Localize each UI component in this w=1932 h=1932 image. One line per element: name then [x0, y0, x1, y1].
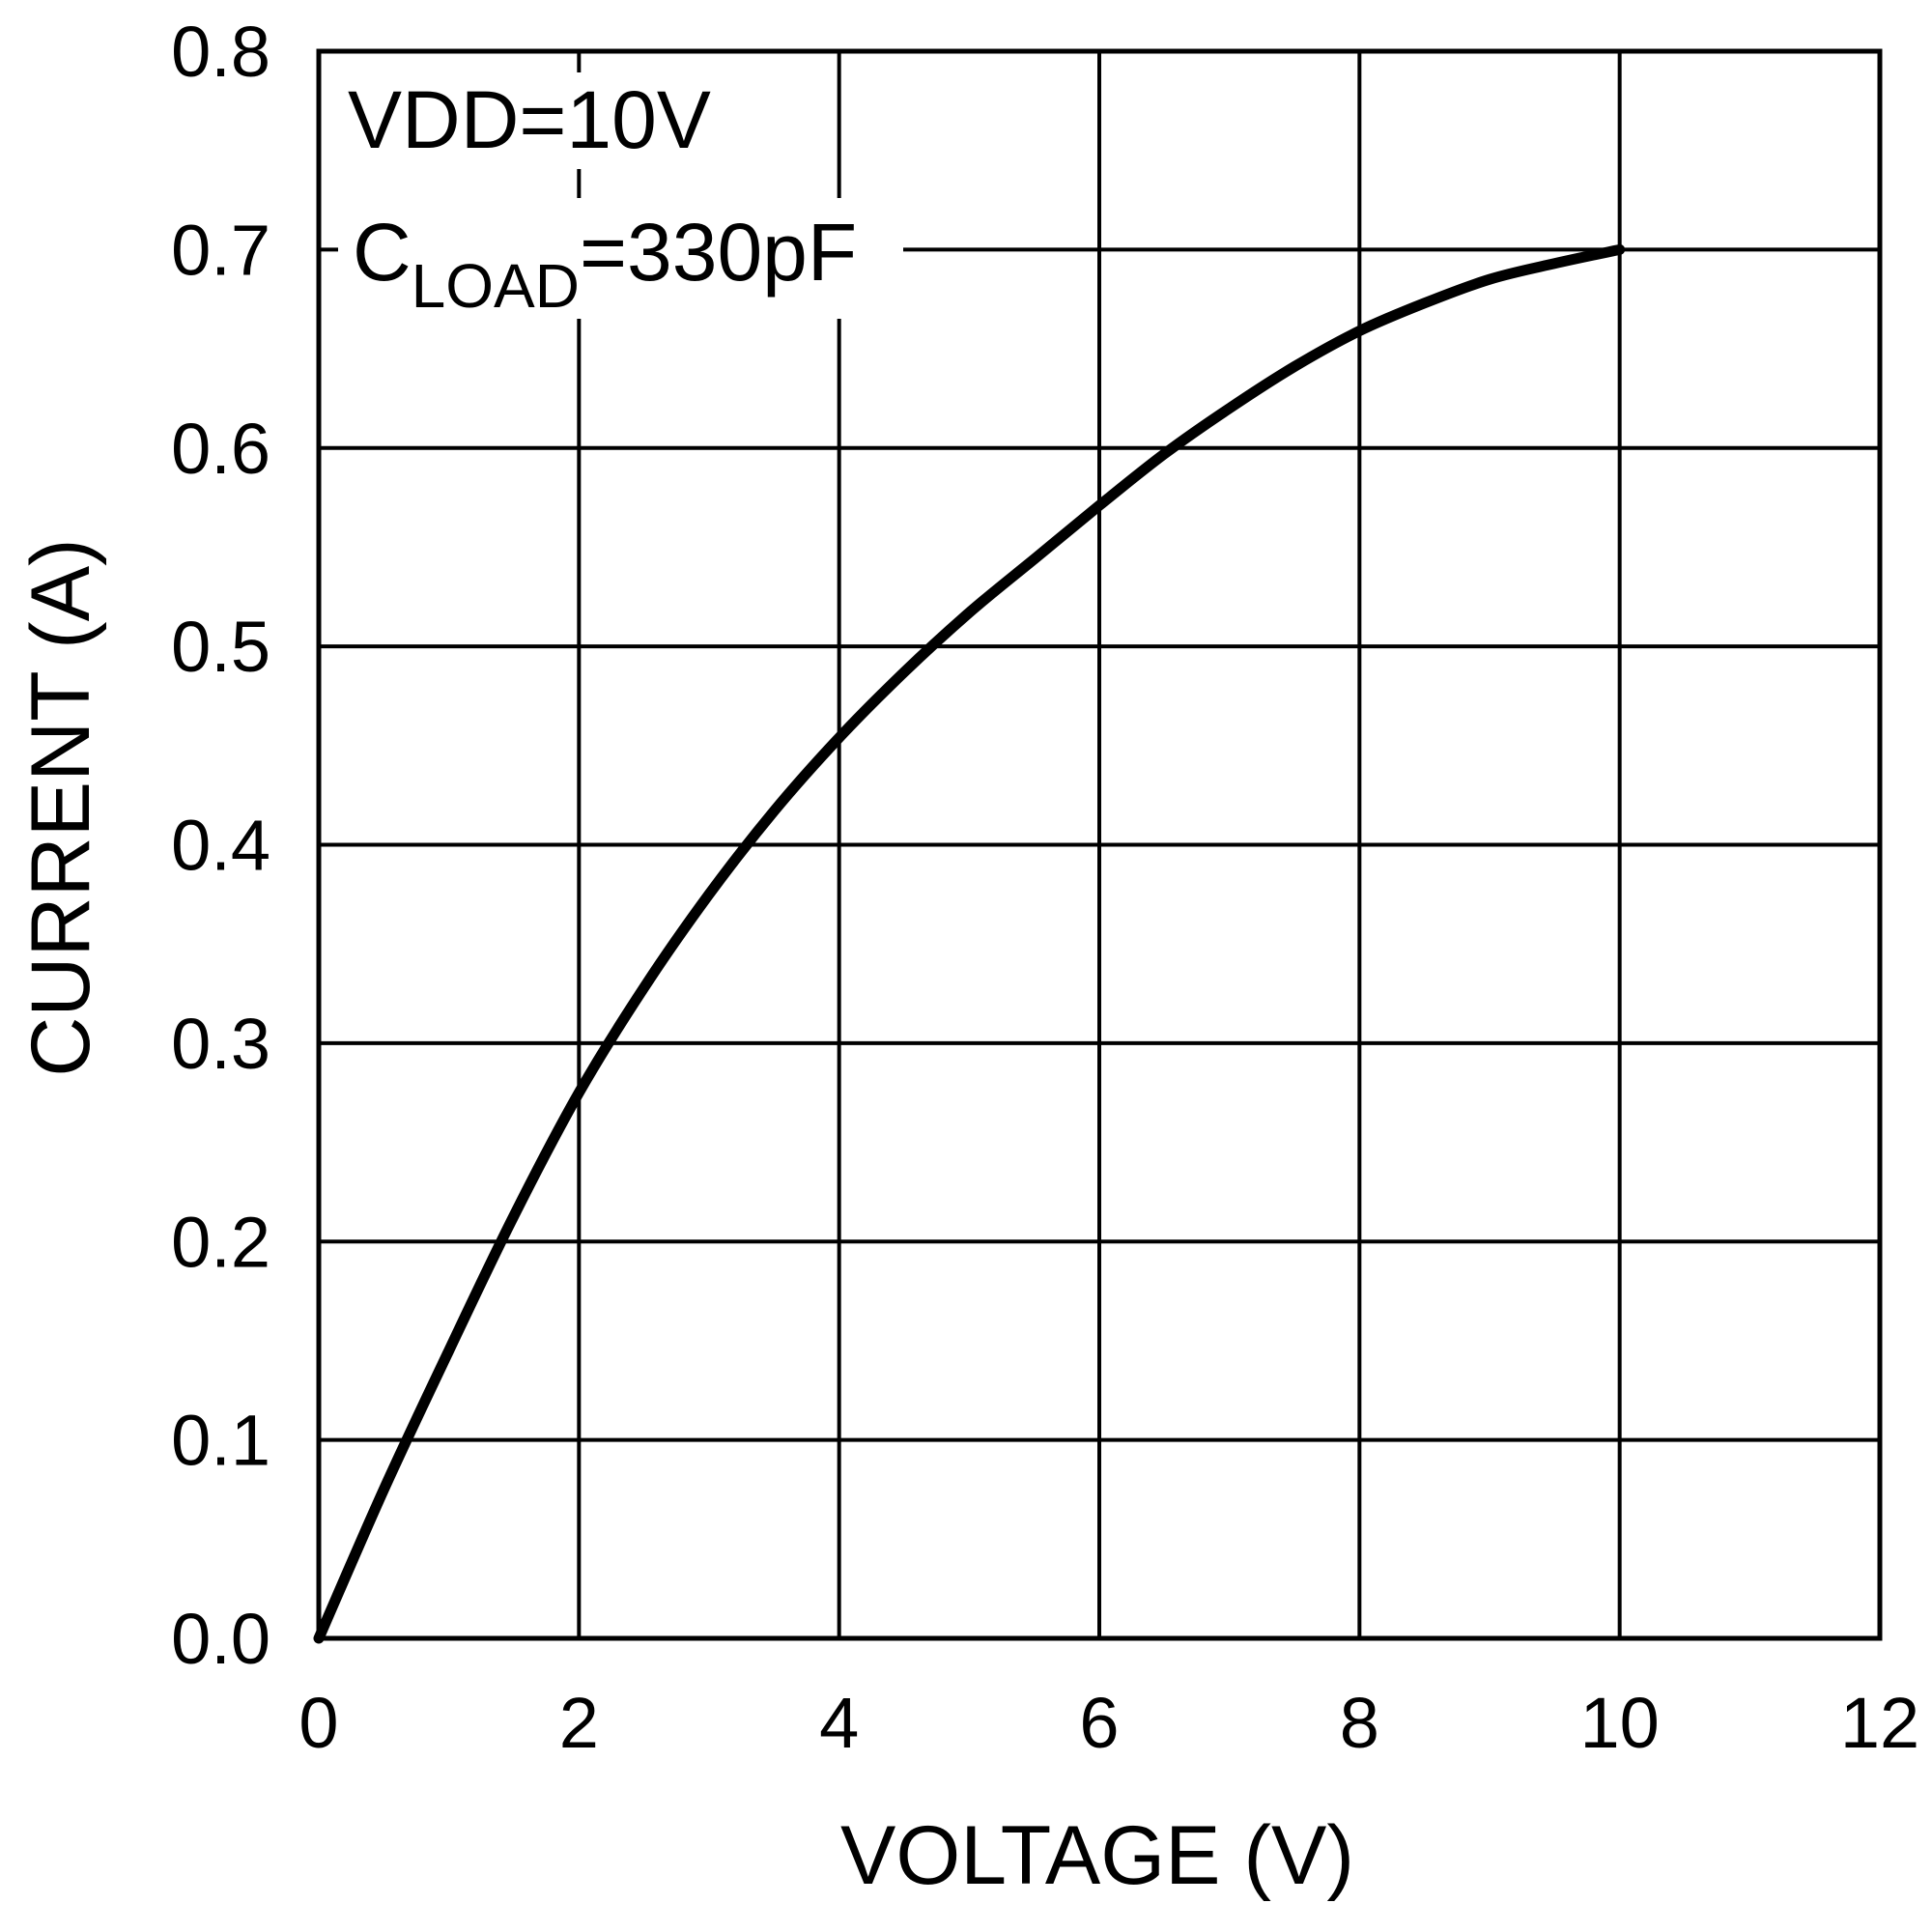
y-tick-label: 0.0 — [171, 1599, 270, 1679]
y-tick-label: 0.5 — [171, 607, 270, 687]
y-tick-labels: 0.0 0.1 0.2 0.3 0.4 0.5 0.6 0.7 0.8 — [171, 12, 270, 1679]
annotation-cload-sub: LOAD — [412, 251, 580, 321]
x-tick-label: 10 — [1580, 1683, 1660, 1763]
x-tick-label: 8 — [1340, 1683, 1379, 1763]
y-tick-label: 0.2 — [171, 1202, 270, 1282]
y-tick-label: 0.4 — [171, 806, 270, 886]
annotation-cload: CLOAD=330pF — [353, 207, 857, 321]
x-tick-label: 6 — [1079, 1683, 1119, 1763]
y-tick-label: 0.8 — [171, 12, 270, 92]
x-tick-labels: 0 2 4 6 8 10 12 — [298, 1683, 1919, 1763]
x-tick-label: 12 — [1840, 1683, 1919, 1763]
plot-frame — [316, 48, 1883, 1641]
annotation-cload-main: C — [353, 207, 412, 298]
annotation-mask-2 — [338, 198, 903, 319]
annotation-backgrounds — [338, 72, 903, 319]
x-tick-label: 2 — [559, 1683, 599, 1763]
x-axis-label: VOLTAGE (V) — [840, 1809, 1354, 1902]
series-line — [313, 243, 1626, 1644]
annotation-cload-rest: =330pF — [580, 207, 857, 298]
x-tick-label: 0 — [298, 1683, 338, 1763]
annotation-vdd: VDD=10V — [348, 74, 711, 165]
y-tick-label: 0.6 — [171, 409, 270, 489]
y-tick-label: 0.7 — [171, 210, 270, 290]
y-tick-label: 0.1 — [171, 1401, 270, 1481]
series-layer — [313, 243, 1626, 1644]
y-tick-label: 0.3 — [171, 1004, 270, 1084]
annotation-mask-1 — [338, 72, 753, 169]
x-tick-label: 4 — [819, 1683, 859, 1763]
y-axis-label: CURRENT (A) — [14, 538, 107, 1076]
